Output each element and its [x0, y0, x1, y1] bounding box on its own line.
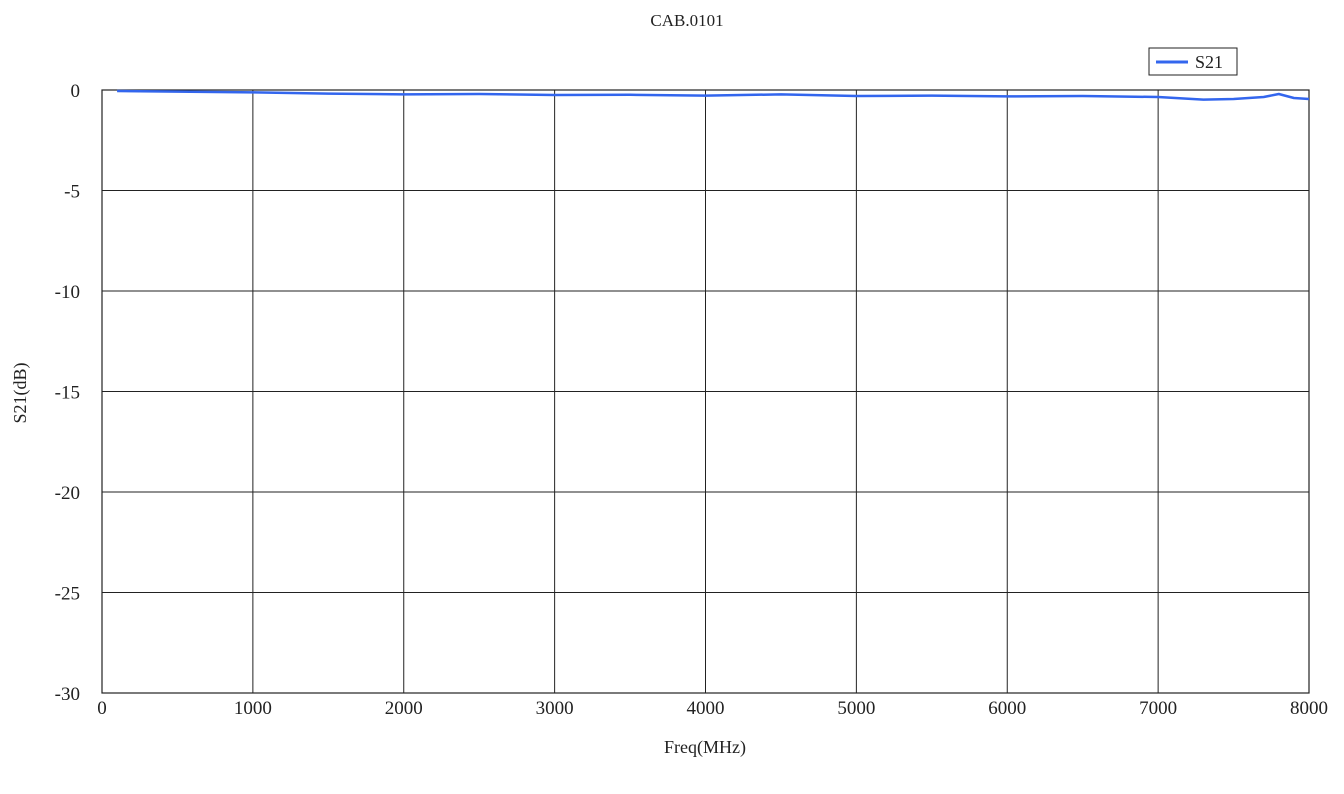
x-tick-label: 4000 [687, 698, 725, 719]
x-tick-label: 3000 [536, 698, 574, 719]
chart-title: CAB.0101 [650, 11, 723, 30]
x-axis-title: Freq(MHz) [664, 737, 746, 758]
grid [101, 89, 1310, 694]
series-line-s21 [117, 89, 1310, 101]
legend-label: S21 [1195, 52, 1223, 72]
x-tick-label: 1000 [234, 698, 272, 719]
y-tick-label: -25 [55, 584, 80, 605]
x-tick-label: 6000 [988, 698, 1026, 719]
x-tick-label: 0 [97, 698, 107, 719]
x-tick-label: 7000 [1139, 698, 1177, 719]
y-tick-label: -20 [55, 483, 80, 504]
y-axis: 0 -5 -10 -15 -20 -25 -30 [55, 81, 80, 705]
x-tick-label: 2000 [385, 698, 423, 719]
x-tick-label: 8000 [1290, 698, 1328, 719]
y-tick-label: -10 [55, 282, 80, 303]
y-axis-title: S21(dB) [10, 362, 31, 423]
x-tick-label: 5000 [837, 698, 875, 719]
y-tick-label: -30 [55, 684, 80, 705]
series-lines [117, 89, 1310, 101]
x-axis: 0 1000 2000 3000 4000 5000 6000 7000 8000 [97, 698, 1328, 719]
y-tick-label: 0 [71, 81, 81, 102]
y-tick-label: -15 [55, 383, 80, 404]
plot-area [101, 89, 1310, 694]
legend: S21 [1148, 47, 1238, 76]
y-tick-label: -5 [64, 182, 80, 203]
